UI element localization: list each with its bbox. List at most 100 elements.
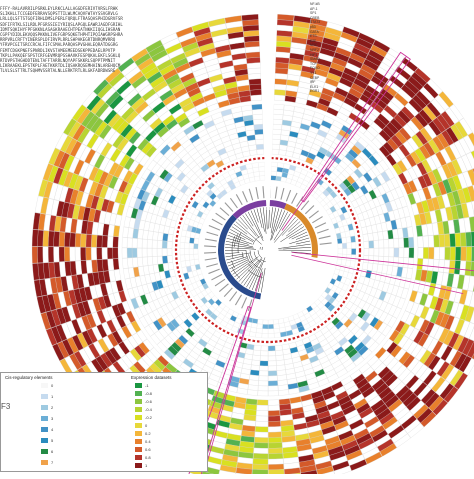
cis-cell [127, 248, 132, 258]
expression-cell [255, 426, 268, 432]
cis-cell [409, 248, 414, 258]
expression-cell [252, 464, 268, 470]
inner-cell [180, 255, 185, 261]
expression-cell [91, 235, 97, 248]
legend-entry-label: 4 [51, 427, 53, 432]
legend-entry-label: 0 [145, 423, 147, 428]
cis-cell [253, 350, 261, 356]
legend-swatch [135, 455, 142, 460]
expression-cell [107, 248, 113, 259]
cis-cell [147, 248, 152, 257]
expression-cell [268, 405, 279, 411]
cis-cell [276, 355, 284, 361]
cis-cell [273, 119, 282, 125]
inner-cell [256, 328, 262, 333]
legend-entry-label: -0.6 [145, 399, 152, 404]
cis-cell [268, 351, 275, 356]
cis-cell [364, 248, 369, 255]
expression-cell [248, 73, 261, 79]
expression-cell [256, 421, 268, 427]
expression-cell [274, 95, 285, 101]
cis-cell [254, 345, 261, 351]
expression-cell [43, 230, 49, 246]
inner-cell [271, 167, 277, 172]
leaf-tick [205, 258, 217, 260]
expression-cell [277, 14, 294, 21]
legend-entry-label: 0.2 [145, 431, 151, 436]
inner-cell [194, 249, 199, 254]
cis-cell [259, 376, 268, 381]
expression-cell [75, 247, 81, 261]
expression-cell [423, 236, 429, 247]
cis-cell [408, 258, 414, 269]
cis-cell [389, 239, 394, 248]
inner-cell [342, 249, 347, 255]
expression-cell [268, 426, 281, 432]
cis-cell [147, 240, 152, 249]
legend-entry-label: 6 [51, 449, 53, 454]
inner-cell [262, 333, 268, 338]
cis-cell [127, 258, 133, 268]
cis-cell [137, 257, 143, 267]
cis-cell [384, 239, 389, 248]
expression-cell [450, 233, 456, 246]
inner-cell [259, 167, 265, 172]
inner-cell [254, 172, 260, 177]
leaf-tick [317, 229, 328, 233]
expression-cell [268, 464, 284, 470]
expression-cell [460, 233, 466, 247]
legend-swatch [135, 463, 142, 468]
cis-cell [268, 346, 275, 351]
cis-cell [253, 119, 262, 125]
cis-cell [364, 241, 369, 248]
cis-cell [162, 256, 168, 264]
expression-cell [422, 259, 428, 271]
legend-swatch [41, 449, 48, 454]
inner-cell [277, 163, 284, 168]
expression-cell [64, 247, 70, 261]
inner-cell [262, 329, 268, 334]
expression-cell [86, 247, 92, 260]
leaf-tick [286, 190, 290, 201]
cis-cell [261, 346, 268, 351]
legend-swatch [135, 407, 142, 412]
inner-cell [276, 171, 282, 176]
legend-swatch [41, 383, 48, 388]
leaf-tick [312, 217, 322, 223]
expression-cell [253, 453, 268, 459]
tree-branch [266, 207, 267, 229]
inner-cell [194, 254, 199, 260]
tree-branch [263, 207, 266, 234]
leaf-tick [212, 219, 223, 225]
expression-cell [113, 237, 119, 248]
legend-entry-label: 0.4 [145, 439, 151, 444]
cis-cell [167, 234, 173, 242]
expression-cell [70, 233, 76, 247]
cis-cell [394, 238, 399, 247]
expression-cell [249, 79, 261, 85]
inner-cell [276, 176, 282, 181]
cis-cell [363, 234, 369, 242]
cis-cell [142, 257, 148, 266]
cis-cell [162, 248, 167, 255]
legend-entry-label: -0.2 [145, 415, 152, 420]
leaf-tick [204, 246, 216, 247]
legend-swatch [135, 447, 142, 452]
legend-swatch [135, 423, 142, 428]
cis-cell [132, 238, 137, 248]
inner-cell [194, 244, 199, 249]
leaf-tick [263, 186, 264, 198]
expression-cell [252, 469, 268, 474]
cis-cell [275, 350, 283, 356]
cis-legend-title: Cis-regulatory elements [5, 375, 53, 380]
track-label: EGR1 [310, 89, 370, 94]
expression-cell [102, 236, 108, 248]
tree-arc [258, 250, 262, 258]
cis-cell [252, 355, 260, 361]
expression-cell [439, 234, 445, 247]
cis-cell [369, 248, 374, 255]
leaf-tick [235, 295, 241, 305]
leaf-tick [225, 203, 233, 212]
inner-cell [268, 329, 274, 334]
